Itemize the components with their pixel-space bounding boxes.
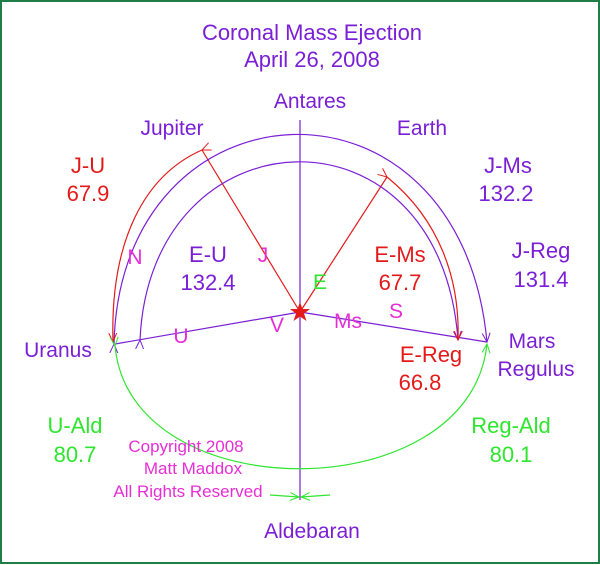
angle-e-u-label: E-U	[189, 242, 227, 267]
label-earth: Earth	[397, 117, 447, 140]
star-icon	[290, 302, 310, 321]
copyright-line-3: All Rights Reserved	[113, 482, 262, 501]
angle-j-ms-label: J-Ms	[484, 153, 532, 178]
label-antares: Antares	[274, 90, 346, 113]
angle-j-u-label: J-U	[71, 153, 105, 178]
angle-e-ms-value: 67.7	[379, 270, 422, 295]
angle-reg-ald-label: Reg-Ald	[471, 413, 550, 438]
arc-jupiter-uranus	[113, 150, 202, 342]
aldebaran-arrow-left	[269, 495, 299, 497]
arc-earth-regulus	[387, 177, 458, 340]
angle-e-u-value: 132.4	[180, 270, 235, 295]
label-aldebaran: Aldebaran	[264, 520, 360, 543]
lower-arc-uranus-aldebaran-regulus	[115, 344, 487, 470]
angle-j-reg-value: 131.4	[513, 267, 568, 292]
line-letter-e: E	[313, 271, 327, 294]
copyright-line-1: Copyright 2008	[128, 437, 243, 456]
angle-e-reg-label: E-Reg	[400, 342, 462, 367]
angle-u-ald-label: U-Ald	[47, 413, 102, 438]
aldebaran-arrow-right	[301, 495, 331, 497]
angle-e-ms-label: E-Ms	[374, 242, 425, 267]
angle-j-u-value: 67.9	[67, 181, 110, 206]
diagram-date: April 26, 2008	[244, 47, 380, 72]
label-regulus: Regulus	[497, 358, 574, 381]
line-letter-s: S	[389, 300, 403, 323]
label-jupiter: Jupiter	[140, 117, 203, 140]
line-letter-v: V	[270, 314, 284, 337]
angle-e-reg-value: 66.8	[399, 370, 442, 395]
line-letter-u: U	[173, 325, 188, 348]
copyright-line-2: Matt Maddox	[144, 459, 243, 478]
center-jupiter-line	[201, 149, 301, 313]
angle-j-ms-value: 132.2	[478, 181, 533, 206]
angle-j-reg-label: J-Reg	[512, 238, 571, 263]
label-uranus: Uranus	[24, 339, 92, 362]
line-letter-ms: Ms	[334, 310, 362, 333]
label-mars: Mars	[509, 330, 556, 353]
angle-u-ald-value: 80.7	[54, 442, 97, 467]
line-letter-n: N	[127, 246, 142, 269]
diagram-title: Coronal Mass Ejection	[202, 20, 422, 45]
angle-reg-ald-value: 80.1	[490, 442, 533, 467]
line-letter-j: J	[258, 244, 269, 267]
center-earth-line	[299, 176, 388, 313]
